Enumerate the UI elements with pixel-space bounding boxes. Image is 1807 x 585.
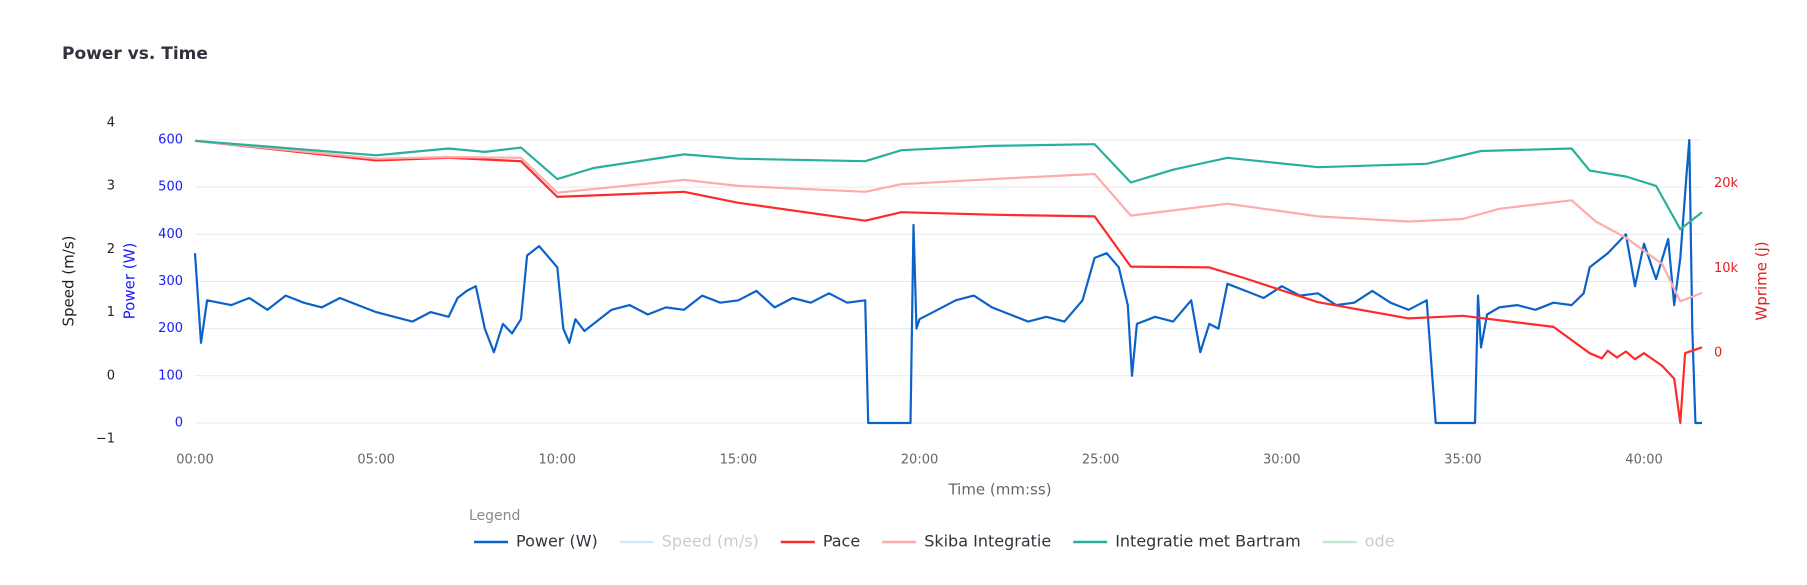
y2-tick-label: 10k: [1714, 261, 1739, 276]
legend-item[interactable]: Speed (m/s): [619, 532, 759, 551]
x-tick-label: 20:00: [901, 453, 938, 468]
y3-tick-label: −1: [96, 432, 115, 447]
x-axis-title: Time (mm:ss): [947, 481, 1051, 499]
legend-label: Speed (m/s): [662, 532, 759, 551]
y3-axis-title: Speed (m/s): [60, 236, 78, 327]
x-tick-label: 40:00: [1625, 453, 1662, 468]
series-line: [194, 139, 1703, 424]
y-tick-label: 400: [158, 227, 183, 242]
y2-axis-title: Wprime (j): [1753, 241, 1771, 320]
legend-item[interactable]: Skiba Integratie: [882, 532, 1051, 551]
y-tick-label: 300: [158, 274, 183, 289]
x-tick-label: 10:00: [539, 453, 576, 468]
legend-label: Integratie met Bartram: [1115, 532, 1301, 551]
y-tick-label: 500: [158, 180, 183, 195]
y-axis-title: Power (W): [121, 243, 139, 320]
legend-item[interactable]: Integratie met Bartram: [1073, 532, 1301, 551]
y-tick-label: 200: [158, 321, 183, 336]
chart-title: Power vs. Time: [62, 44, 208, 64]
x-tick-label: 05:00: [357, 453, 394, 468]
legend-label: Pace: [823, 532, 860, 551]
x-tick-label: 30:00: [1263, 453, 1300, 468]
y3-tick-label: 3: [107, 179, 115, 194]
series-line: [194, 139, 1703, 231]
y2-tick-label: 20k: [1714, 176, 1739, 191]
y3-tick-label: 2: [107, 242, 115, 257]
y3-tick-label: 1: [107, 305, 115, 320]
y-tick-label: 0: [175, 415, 183, 430]
series-line: [193, 138, 1702, 425]
legend-title: Legend: [469, 508, 520, 524]
x-tick-label: 00:00: [176, 453, 213, 468]
x-tick-label: 25:00: [1082, 453, 1119, 468]
y-tick-label: 100: [158, 368, 183, 383]
legend-item[interactable]: ode: [1322, 532, 1395, 551]
x-tick-label: 35:00: [1444, 453, 1481, 468]
legend-item[interactable]: Power (W): [474, 532, 598, 551]
y3-tick-label: 4: [107, 116, 115, 131]
series-line: [194, 139, 1703, 303]
x-tick-label: 15:00: [720, 453, 757, 468]
legend-label: ode: [1365, 532, 1395, 551]
y2-tick-label: 0: [1714, 346, 1722, 361]
legend-item[interactable]: Pace: [780, 532, 860, 551]
y-tick-label: 600: [158, 132, 183, 147]
y3-tick-label: 0: [107, 368, 115, 383]
legend-label: Skiba Integratie: [924, 532, 1051, 551]
legend-label: Power (W): [516, 532, 598, 551]
